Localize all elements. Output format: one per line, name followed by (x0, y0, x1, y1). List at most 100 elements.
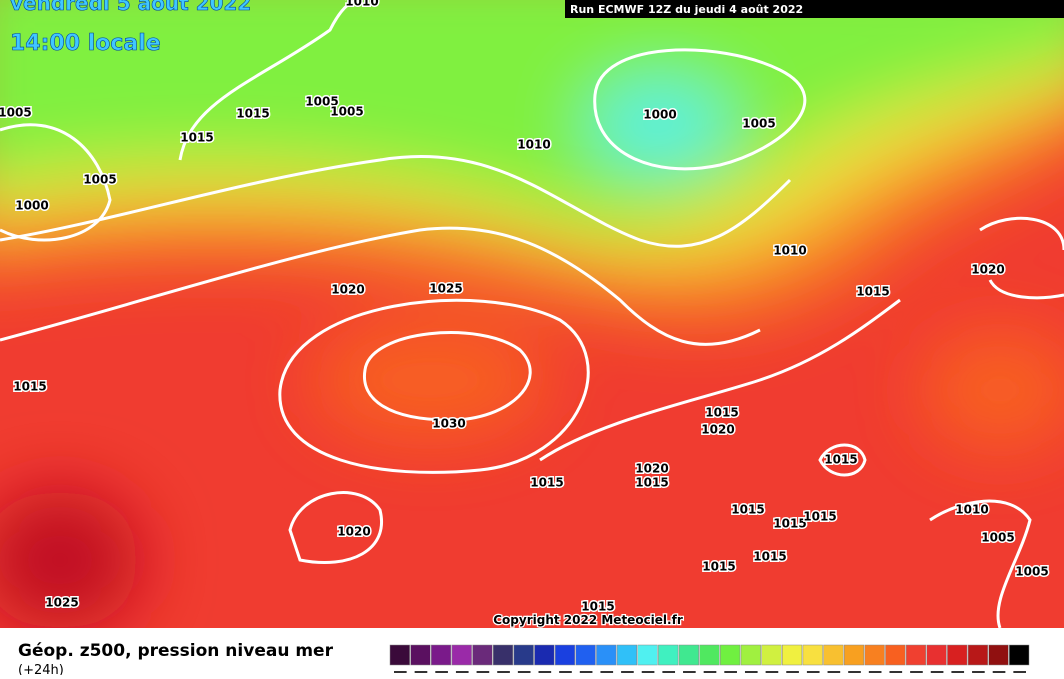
isobar-label: 1010 (517, 138, 550, 152)
swatch-tick (394, 671, 407, 673)
swatch-tick (538, 671, 552, 673)
color-swatch (967, 644, 988, 666)
isobar-label: 1015 (856, 285, 889, 299)
swatch-tick (848, 671, 861, 673)
isobar-label: 1005 (330, 105, 363, 119)
isobar-label: 1005 (1015, 565, 1048, 579)
legend-subtitle: (+24h) (18, 663, 64, 675)
isobar-label: 1015 (803, 510, 836, 524)
isobar-label: 1015 (773, 517, 806, 531)
isobar-label: 1010 (773, 244, 806, 258)
isobar-label: 1015 (530, 476, 563, 490)
legend-title: Géop. z500, pression niveau mer (18, 641, 334, 661)
color-swatch (410, 644, 431, 666)
swatch-tick (868, 671, 882, 673)
swatch-tick (910, 671, 923, 673)
isobar-label: 1000 (15, 199, 48, 213)
color-swatch (823, 644, 844, 666)
swatch-tick (724, 671, 737, 673)
color-swatch (1009, 644, 1030, 666)
swatch-tick (827, 671, 841, 673)
isobar-label: 1015 (581, 600, 614, 614)
swatch-tick (579, 671, 593, 673)
swatch-tick (476, 671, 490, 673)
swatch-tick (786, 671, 799, 673)
swatch-tick (559, 671, 572, 673)
color-swatch (988, 644, 1009, 666)
swatch-tick (621, 671, 634, 673)
isobar-label: 1015 (731, 503, 764, 517)
color-swatch (926, 644, 947, 666)
swatch-tick (703, 671, 717, 673)
color-swatch (843, 644, 865, 666)
color-swatch (534, 644, 555, 666)
color-swatch (492, 644, 514, 666)
swatch-tick (930, 671, 944, 673)
field (0, 0, 1064, 628)
color-swatch (885, 644, 906, 666)
color-swatch (699, 644, 720, 666)
color-swatch (389, 644, 410, 666)
colorbar (389, 644, 1030, 673)
swatch-tick (600, 671, 614, 673)
isobar-label: 1020 (971, 263, 1004, 277)
isobar-label: 1020 (331, 283, 364, 297)
color-swatch (431, 644, 452, 666)
copyright: Copyright 2022 Meteociel.fr (493, 613, 683, 627)
color-swatch (575, 644, 596, 666)
isobar-label: 1020 (701, 423, 734, 437)
color-swatch (802, 644, 823, 666)
color-swatch (513, 644, 534, 666)
isobar-label: 1000 (643, 108, 676, 122)
color-swatch (658, 644, 679, 666)
isobar-label: 1015 (236, 107, 269, 121)
swatch-tick (662, 671, 676, 673)
color-swatch (554, 644, 576, 666)
swatch-tick (517, 671, 531, 673)
run-info: Run ECMWF 12Z du jeudi 4 août 2022 (570, 3, 803, 16)
isobar-label: 1015 (635, 476, 668, 490)
color-swatch (678, 644, 699, 666)
swatch-tick (1013, 671, 1026, 673)
isobar-label: 1015 (753, 550, 786, 564)
isobar-label: 1010 (345, 0, 378, 9)
isobar-label: 1025 (429, 282, 462, 296)
swatch-tick (806, 671, 820, 673)
swatch-tick (497, 671, 510, 673)
color-swatch (782, 644, 803, 666)
swatch-tick (683, 671, 696, 673)
color-swatch (740, 644, 761, 666)
isobars (0, 0, 1064, 628)
isobar-label: 1005 (83, 173, 116, 187)
isobar-label: 1015 (824, 453, 857, 467)
color-swatch (616, 644, 637, 666)
color-swatch (720, 644, 741, 666)
isobar-label: 1015 (13, 380, 46, 394)
time: 14:00 locale (10, 31, 161, 56)
isobar-label: 1005 (742, 117, 775, 131)
color-swatch (451, 644, 472, 666)
isobar-label: 1020 (337, 525, 370, 539)
swatch-tick (992, 671, 1006, 673)
swatch-tick (414, 671, 428, 673)
isobar-label: 1015 (180, 131, 213, 145)
color-swatch (472, 644, 493, 666)
color-swatch (761, 644, 782, 666)
color-swatch (596, 644, 617, 666)
date: vendredi 5 août 2022 (10, 0, 251, 15)
isobar-labels: 1010 1005 1015 1005 1005 1015 1000 1005 1010 1005… (0, 0, 1050, 615)
swatch-tick (435, 671, 448, 673)
color-swatch (947, 644, 968, 666)
isobar-label: 1030 (432, 417, 465, 431)
swatch-tick (765, 671, 779, 673)
isobar-label: 1015 (702, 560, 735, 574)
swatch-tick (951, 671, 965, 673)
isobar-label: 1020 (635, 462, 668, 476)
color-swatch (905, 644, 927, 666)
swatch-tick (972, 671, 985, 673)
color-swatch (637, 644, 658, 666)
isobar-label: 1005 (981, 531, 1014, 545)
isobar-label: 1005 (0, 106, 32, 120)
swatch-tick (455, 671, 469, 673)
